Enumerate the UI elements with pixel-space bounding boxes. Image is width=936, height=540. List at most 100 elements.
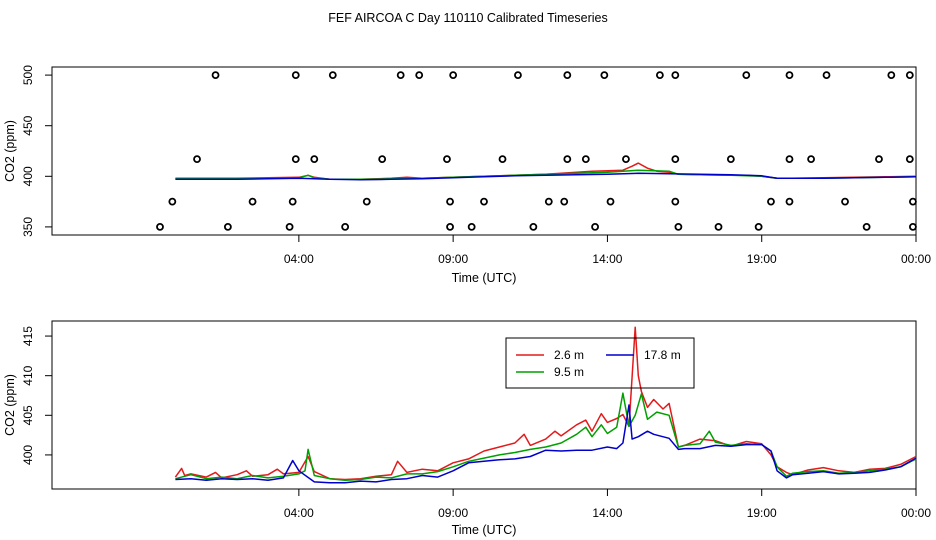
calibration-point — [563, 155, 572, 163]
top-x-axis-label: Time (UTC) — [452, 271, 517, 285]
calibration-point — [378, 155, 387, 163]
calibration-point — [291, 155, 300, 163]
calibration-point — [211, 71, 220, 79]
bottom-panel: 04:00 09:00 14:00 19:00 00:00 400 405 410 415 Ti… — [3, 320, 931, 537]
series-line-9-5-m — [175, 392, 917, 482]
calibration-point — [841, 197, 849, 206]
calibration-point — [560, 197, 569, 206]
calibration-point — [563, 71, 572, 79]
calibration-point — [248, 197, 257, 206]
calibration-point — [480, 197, 488, 206]
series-line-17-8-m — [175, 404, 917, 484]
calibration-point — [467, 223, 476, 231]
calibration-point — [905, 155, 914, 163]
calibration-point — [822, 71, 831, 79]
calibration-point — [446, 223, 454, 231]
calibration-point — [671, 71, 680, 79]
x-tick-label: 19:00 — [747, 252, 777, 266]
top-calibration-points — [156, 71, 917, 231]
top-series-lines — [175, 162, 917, 181]
calibration-point — [606, 197, 615, 206]
calibration-point — [754, 223, 763, 231]
calibration-point — [674, 223, 683, 231]
calibration-point — [581, 155, 590, 163]
top-y-axis-label: CO2 (ppm) — [3, 120, 17, 182]
calibration-point — [862, 223, 871, 231]
legend: 2.6 m 9.5 m 17.8 m — [505, 337, 695, 389]
x-tick-label: 19:00 — [747, 506, 777, 520]
calibration-point — [622, 155, 630, 163]
calibration-point — [544, 197, 553, 206]
calibration-point — [591, 223, 599, 231]
x-tick-label: 00:00 — [901, 252, 931, 266]
calibration-point — [714, 223, 723, 231]
top-axes: 04:00 09:00 14:00 19:00 00:00 350 400 450 500 — [21, 65, 931, 266]
calibration-point — [875, 155, 883, 163]
top-panel: 04:00 09:00 14:00 19:00 00:00 350 400 450 500 Ti… — [3, 65, 931, 285]
calibration-point — [415, 71, 424, 79]
calibration-point — [498, 155, 507, 163]
calibration-point — [396, 71, 405, 79]
y-tick-label: 400 — [21, 166, 35, 186]
calibration-point — [671, 155, 680, 163]
x-tick-label: 14:00 — [592, 506, 622, 520]
calibration-point — [600, 71, 609, 79]
legend-label-17-8m: 17.8 m — [644, 348, 681, 362]
calibration-point — [514, 71, 522, 79]
x-tick-label: 00:00 — [901, 506, 931, 520]
top-plot-frame — [51, 66, 917, 236]
calibration-point — [156, 223, 164, 231]
calibration-point — [362, 197, 371, 206]
calibration-point — [742, 71, 751, 79]
x-tick-label: 09:00 — [438, 252, 468, 266]
bottom-series-lines — [174, 326, 917, 484]
x-tick-label: 04:00 — [284, 252, 314, 266]
calibration-point — [193, 155, 201, 163]
calibration-point — [909, 223, 917, 231]
calibration-point — [288, 197, 297, 206]
figure-title: FEF AIRCOA C Day 110110 Calibrated Times… — [328, 11, 608, 25]
calibration-point — [168, 197, 177, 206]
x-tick-label: 09:00 — [438, 506, 468, 520]
calibration-point — [785, 197, 794, 206]
legend-box — [505, 337, 695, 389]
calibration-point — [767, 197, 775, 206]
y-tick-label: 500 — [21, 65, 35, 85]
calibration-point — [446, 197, 454, 206]
calibration-point — [785, 71, 794, 79]
y-tick-label: 415 — [21, 326, 35, 346]
bottom-y-axis-label: CO2 (ppm) — [3, 374, 17, 436]
calibration-point — [887, 71, 896, 79]
x-tick-label: 04:00 — [284, 506, 314, 520]
x-tick-label: 14:00 — [592, 252, 622, 266]
calibration-point — [655, 71, 664, 79]
legend-label-9-5m: 9.5 m — [554, 365, 584, 379]
calibration-point — [291, 71, 300, 79]
calibration-point — [529, 223, 538, 231]
calibration-point — [807, 155, 815, 163]
series-line-17-8-m — [175, 172, 917, 181]
calibration-point — [341, 223, 350, 231]
calibration-point — [223, 223, 232, 231]
y-tick-label: 400 — [21, 445, 35, 465]
calibration-point — [905, 71, 914, 79]
calibration-point — [671, 197, 680, 206]
y-tick-label: 405 — [21, 405, 35, 425]
legend-label-2-6m: 2.6 m — [554, 348, 584, 362]
series-line-2-6-m — [175, 162, 917, 181]
calibration-point — [449, 71, 458, 79]
series-line-2-6-m — [174, 326, 917, 481]
calibration-point — [909, 197, 917, 206]
calibration-point — [285, 223, 294, 231]
calibration-point — [785, 155, 794, 163]
bottom-axes: 04:00 09:00 14:00 19:00 00:00 400 405 410 415 — [21, 326, 931, 520]
y-tick-label: 350 — [21, 217, 35, 237]
bottom-x-axis-label: Time (UTC) — [452, 523, 517, 537]
calibration-point — [443, 155, 451, 163]
calibration-point — [726, 155, 735, 163]
bottom-plot-frame — [51, 320, 917, 490]
y-tick-label: 410 — [21, 365, 35, 385]
calibration-point — [310, 155, 319, 163]
calibration-point — [328, 71, 337, 79]
